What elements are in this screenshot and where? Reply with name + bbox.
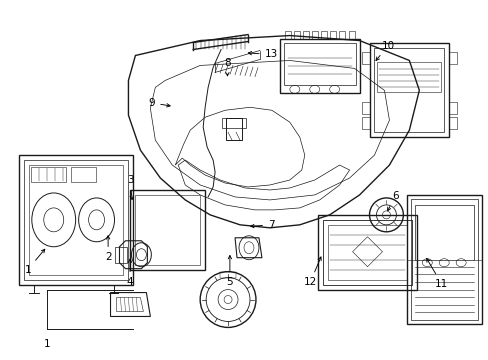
Text: 7: 7 [250,220,274,230]
Bar [303,31,308,39]
Bar [115,247,127,263]
Text: 2: 2 [104,236,111,262]
Bar [29,165,123,275]
Bar [317,215,416,289]
Text: 13: 13 [248,49,277,59]
Bar [339,31,345,39]
Bar [24,160,128,280]
Text: 1: 1 [43,339,50,350]
Bar [330,31,336,39]
Bar [222,118,245,128]
Bar [311,31,318,39]
Bar [361,102,369,114]
Bar [448,53,456,64]
Bar [130,190,205,270]
Bar [369,42,448,137]
Bar [377,62,440,92]
Bar [448,117,456,129]
Text: 8: 8 [224,58,230,76]
Text: 1: 1 [24,249,45,275]
Bar [348,31,354,39]
Bar [31,167,65,182]
Bar [225,118,242,140]
Bar [293,31,299,39]
Bar [448,102,456,114]
Bar [407,195,481,324]
Bar [374,48,443,132]
Bar [361,53,369,64]
Text: 3: 3 [126,175,133,199]
Bar [327,225,407,280]
Text: 12: 12 [303,257,321,287]
Text: 9: 9 [148,98,170,108]
Bar [19,155,133,285]
Text: 6: 6 [387,191,398,211]
Text: 4: 4 [126,259,133,287]
Bar [279,39,359,93]
Text: 5: 5 [226,256,233,287]
Bar [283,42,355,85]
Bar [410,199,477,320]
Bar [321,31,326,39]
Bar [135,195,200,265]
Text: 10: 10 [375,41,394,60]
Bar [361,117,369,129]
Bar [322,220,411,285]
Bar [285,31,290,39]
Bar [414,205,473,260]
Text: 11: 11 [426,258,447,289]
Bar [71,167,95,182]
